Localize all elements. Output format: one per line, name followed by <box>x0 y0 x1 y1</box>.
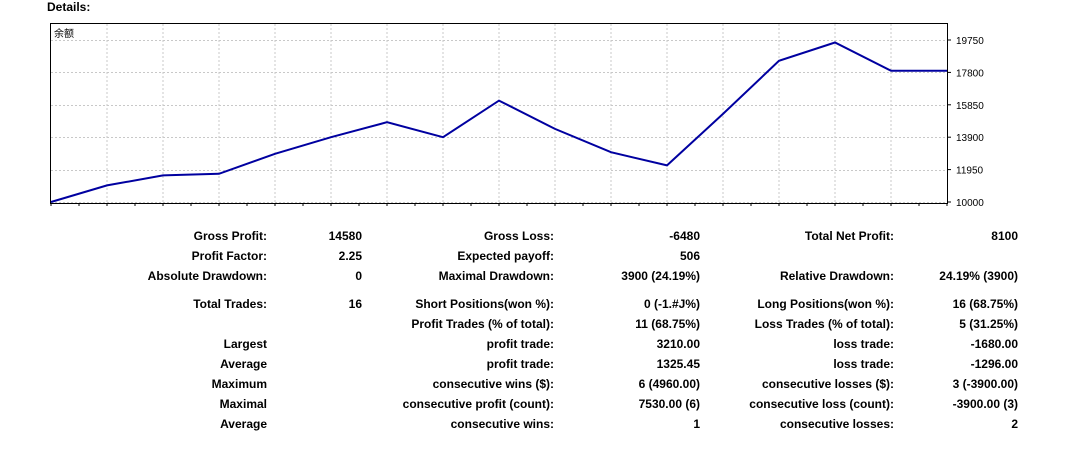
stat-label: consecutive losses: <box>779 417 894 431</box>
stat-label: Maximum <box>211 377 267 391</box>
stat-label: loss trade: <box>833 337 894 351</box>
y-tick-label: 17800 <box>956 68 984 79</box>
y-tick-label: 15850 <box>956 101 984 112</box>
stat-label: Short Positions(won %): <box>415 297 554 311</box>
stat-value: -1680.00 <box>970 337 1018 351</box>
stat-value: 24.19% (3900) <box>939 269 1018 283</box>
stat-value: 0 <box>355 269 362 283</box>
stat-value: 7530.00 (6) <box>638 397 700 411</box>
stat-label: Maximal Drawdown: <box>438 269 554 283</box>
y-axis: 19750 17800 15850 13900 11950 10000 <box>947 36 984 209</box>
y-tick-label: 13900 <box>956 133 984 144</box>
stat-label: consecutive wins ($): <box>432 377 554 391</box>
stat-value: 3900 (24.19%) <box>621 269 700 283</box>
chart-grid <box>50 24 948 206</box>
y-tick-label: 10000 <box>956 198 984 209</box>
stat-label: profit trade: <box>486 357 554 371</box>
stat-value: 2.25 <box>338 249 362 263</box>
stat-value: 1325.45 <box>656 357 700 371</box>
stat-label: consecutive wins: <box>450 417 554 431</box>
stat-label: Expected payoff: <box>457 249 554 263</box>
details-title: Details: <box>47 0 91 14</box>
stat-label: loss trade: <box>833 357 894 371</box>
stat-value: 11 (68.75%) <box>635 317 700 331</box>
stat-label: Gross Loss: <box>483 229 554 243</box>
stat-label: consecutive profit (count): <box>402 397 554 411</box>
y-tick-label: 19750 <box>956 36 984 47</box>
stat-label: Largest <box>223 337 267 351</box>
stat-value: -1296.00 <box>970 357 1018 371</box>
stat-label: consecutive loss (count): <box>749 397 894 411</box>
stat-label: Profit Trades (% of total): <box>411 317 554 331</box>
stat-label: Profit Factor: <box>191 249 267 263</box>
stat-value: 5 (31.25%) <box>959 317 1018 331</box>
stat-label: Average <box>220 357 267 371</box>
stat-value: 14580 <box>328 229 362 243</box>
stat-value: 16 <box>348 297 362 311</box>
stat-value: 3 (-3900.00) <box>952 377 1018 391</box>
y-tick-label: 11950 <box>956 166 984 177</box>
chart-frame <box>50 23 948 204</box>
stat-value: -6480 <box>669 229 700 243</box>
chart-corner-label: 余额 <box>54 27 74 40</box>
stat-value: 506 <box>679 249 700 263</box>
balance-series-line <box>50 41 947 203</box>
stat-label: Long Positions(won %): <box>757 297 894 311</box>
stat-value: 6 (4960.00) <box>638 377 700 391</box>
stat-label: profit trade: <box>486 337 554 351</box>
stat-label: Average <box>220 417 267 431</box>
stat-value: -3900.00 (3) <box>952 397 1018 411</box>
stat-label: Gross Profit: <box>193 229 267 243</box>
stat-value: 3210.00 <box>656 337 700 351</box>
stat-label: Absolute Drawdown: <box>147 269 267 283</box>
stat-label: Maximal <box>219 397 267 411</box>
stat-value: 8100 <box>991 229 1018 243</box>
stat-label: Total Net Profit: <box>804 229 894 243</box>
stat-value: 1 <box>693 417 700 431</box>
stat-label: Relative Drawdown: <box>779 269 894 283</box>
stat-value: 16 (68.75%) <box>952 297 1018 311</box>
balance-chart: 19750 17800 15850 13900 11950 10000 余额 <box>50 23 984 209</box>
stat-label: Total Trades: <box>193 297 267 311</box>
stat-value: 0 (-1.#J%) <box>643 297 700 311</box>
stat-label: Loss Trades (% of total): <box>754 317 894 331</box>
stat-label: consecutive losses ($): <box>761 377 894 391</box>
stat-value: 2 <box>1011 417 1018 431</box>
